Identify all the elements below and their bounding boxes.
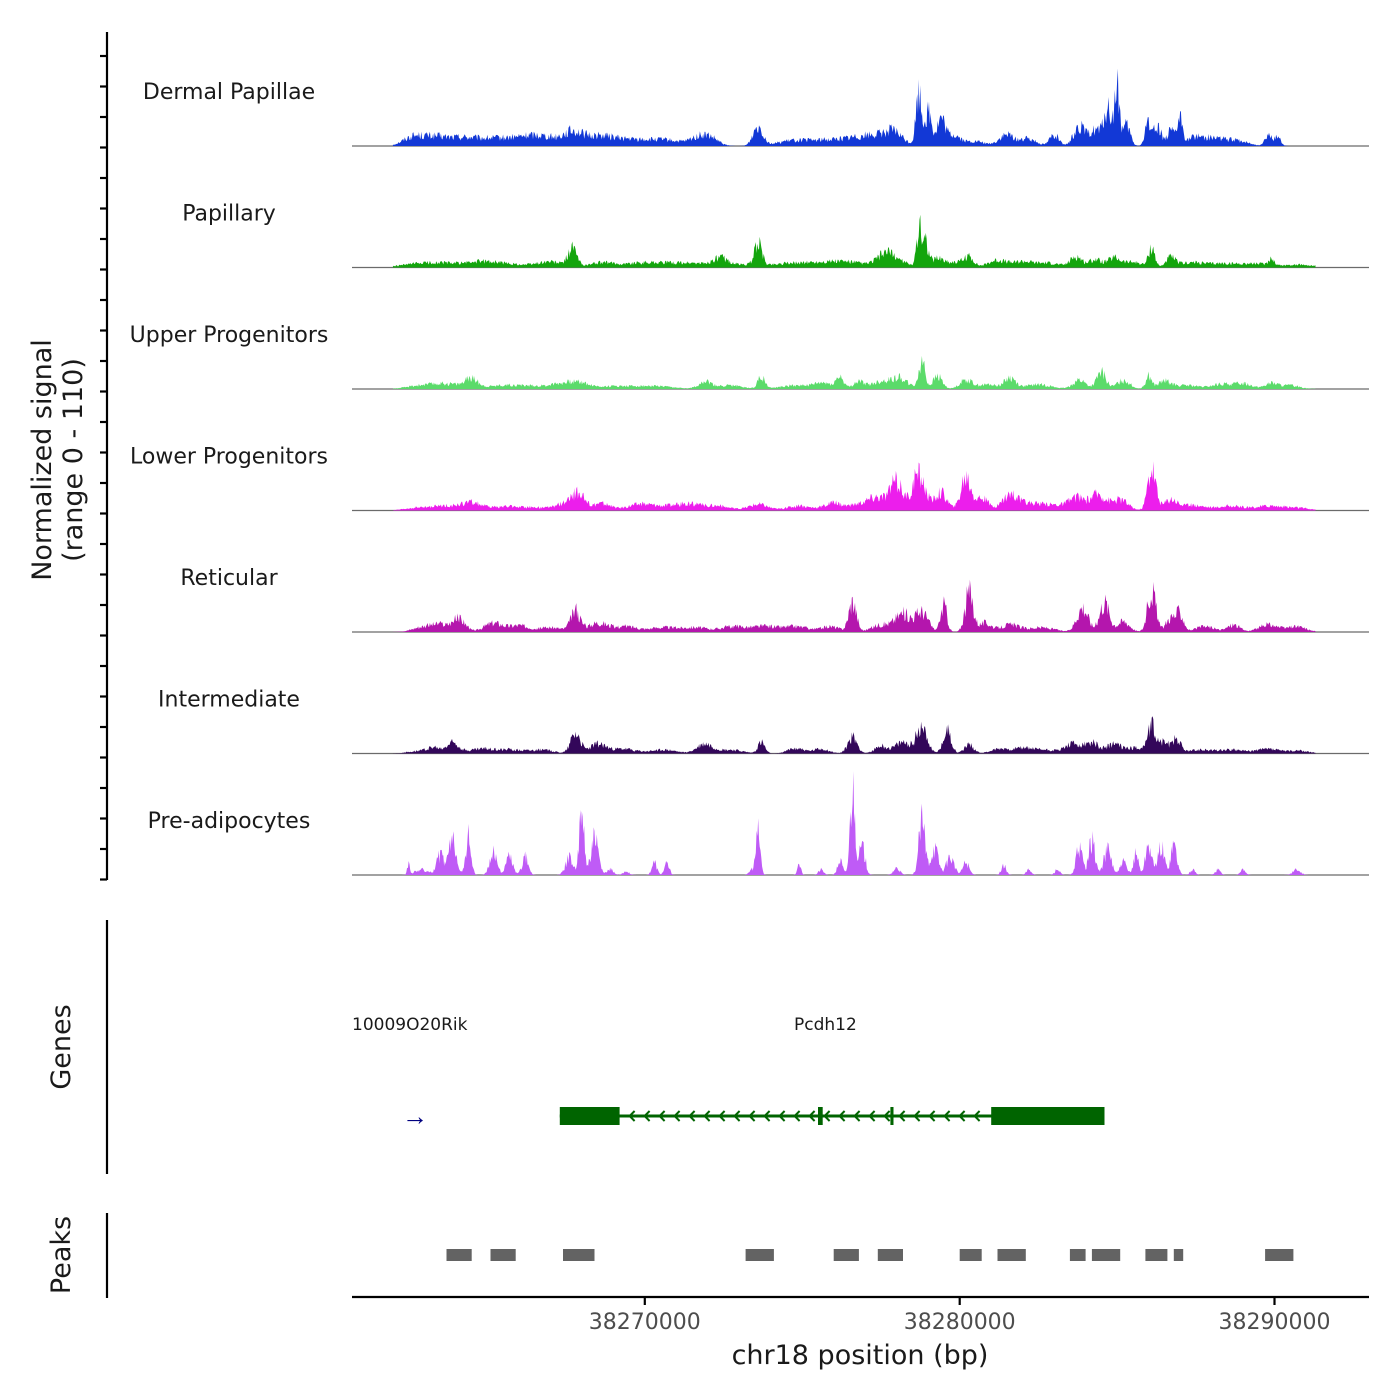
- coverage-tracks: Dermal Papillae Papillary Upper Progenitor…: [130, 68, 1369, 876]
- strand-chevron-icon: [973, 1110, 981, 1122]
- peak-region: [1173, 1249, 1184, 1261]
- strand-chevron-icon: [838, 1110, 846, 1122]
- gene-exon: [818, 1107, 823, 1125]
- track-dermal-papillae: Dermal Papillae: [143, 68, 1369, 147]
- gene-exon: [890, 1107, 894, 1125]
- strand-chevron-icon: [928, 1110, 936, 1122]
- strand-chevron-icon: [913, 1110, 921, 1122]
- peak-region: [877, 1249, 903, 1261]
- peak-region: [833, 1249, 859, 1261]
- gene-name-label: 10009O20Rik: [352, 1015, 468, 1035]
- genes-panel-label: Genes: [46, 1004, 77, 1089]
- gene-exon: [991, 1107, 1105, 1125]
- peak-region: [745, 1249, 774, 1261]
- y-axis-label-line1: Normalized signal: [27, 339, 58, 581]
- strand-chevron-icon: [868, 1110, 876, 1122]
- strand-chevron-icon: [643, 1110, 651, 1122]
- track-label: Reticular: [180, 566, 278, 591]
- gene-10009o20rik: 10009O20Rik →: [352, 1015, 468, 1131]
- strand-chevron-icon: [628, 1110, 636, 1122]
- strand-chevron-icon: [793, 1110, 801, 1122]
- strand-chevron-icon: [898, 1110, 906, 1122]
- signal-y-axis-ticks: [100, 54, 107, 881]
- track-label: Intermediate: [158, 688, 300, 713]
- signal-y-axis-label: Normalized signal (range 0 - 110): [27, 339, 89, 581]
- track-label: Upper Progenitors: [130, 323, 329, 348]
- peaks-panel-label: Peaks: [46, 1216, 77, 1294]
- track-label: Pre-adipocytes: [148, 809, 311, 834]
- track-upper-progenitors: Upper Progenitors: [130, 323, 1369, 390]
- strand-chevron-icon: [703, 1110, 711, 1122]
- signal-area: [392, 355, 1316, 389]
- signal-area: [392, 214, 1316, 268]
- strand-chevron-icon: [778, 1110, 786, 1122]
- peak-region: [997, 1249, 1026, 1261]
- peak-region: [1091, 1249, 1121, 1261]
- gene-track: 10009O20Rik → Pcdh12: [352, 1015, 1105, 1131]
- gene-exon: [559, 1107, 620, 1125]
- peak-region: [446, 1249, 472, 1261]
- strand-chevron-icon: [958, 1110, 966, 1122]
- track-pre-adipocytes: Pre-adipocytes: [148, 771, 1369, 876]
- strand-chevron-icon: [688, 1110, 696, 1122]
- strand-chevron-icon: [883, 1110, 891, 1122]
- peak-track: [446, 1249, 1294, 1261]
- track-label: Lower Progenitors: [130, 445, 328, 470]
- x-tick-label: 38270000: [589, 1310, 701, 1335]
- x-tick-label: 38280000: [904, 1310, 1016, 1335]
- signal-area: [392, 771, 1316, 875]
- strand-chevron-icon: [763, 1110, 771, 1122]
- gene-pcdh12: Pcdh12: [559, 1015, 1105, 1125]
- x-axis-ticks: 38270000 38280000 38290000: [589, 1297, 1331, 1335]
- peak-region: [490, 1249, 516, 1261]
- signal-area: [392, 68, 1316, 146]
- peak-region: [1069, 1249, 1086, 1261]
- strand-chevron-icon: [733, 1110, 741, 1122]
- strand-arrow-icon: →: [402, 1102, 428, 1131]
- track-intermediate: Intermediate: [158, 688, 1369, 755]
- peak-region: [1145, 1249, 1168, 1261]
- strand-chevron-icon: [673, 1110, 681, 1122]
- peak-region: [959, 1249, 982, 1261]
- strand-chevron-icon: [718, 1110, 726, 1122]
- signal-area: [392, 716, 1316, 754]
- strand-chevron-icon: [853, 1110, 861, 1122]
- strand-chevron-icon: [748, 1110, 756, 1122]
- strand-chevron-icon: [808, 1110, 816, 1122]
- signal-area: [392, 579, 1316, 632]
- x-tick-label: 38290000: [1219, 1310, 1331, 1335]
- track-reticular: Reticular: [180, 566, 1369, 633]
- gene-name-label: Pcdh12: [794, 1015, 857, 1035]
- track-label: Papillary: [182, 202, 276, 227]
- strand-chevron-icon: [943, 1110, 951, 1122]
- strand-chevron-icon: [823, 1110, 831, 1122]
- peak-region: [1265, 1249, 1294, 1261]
- track-papillary: Papillary: [182, 202, 1369, 269]
- strand-chevron-icon: [658, 1110, 666, 1122]
- y-axis-label-line2: (range 0 - 110): [58, 358, 89, 562]
- track-label: Dermal Papillae: [143, 80, 315, 105]
- signal-area: [392, 461, 1316, 511]
- track-lower-progenitors: Lower Progenitors: [130, 445, 1369, 512]
- peak-region: [563, 1249, 595, 1261]
- x-axis-title: chr18 position (bp): [732, 1340, 989, 1371]
